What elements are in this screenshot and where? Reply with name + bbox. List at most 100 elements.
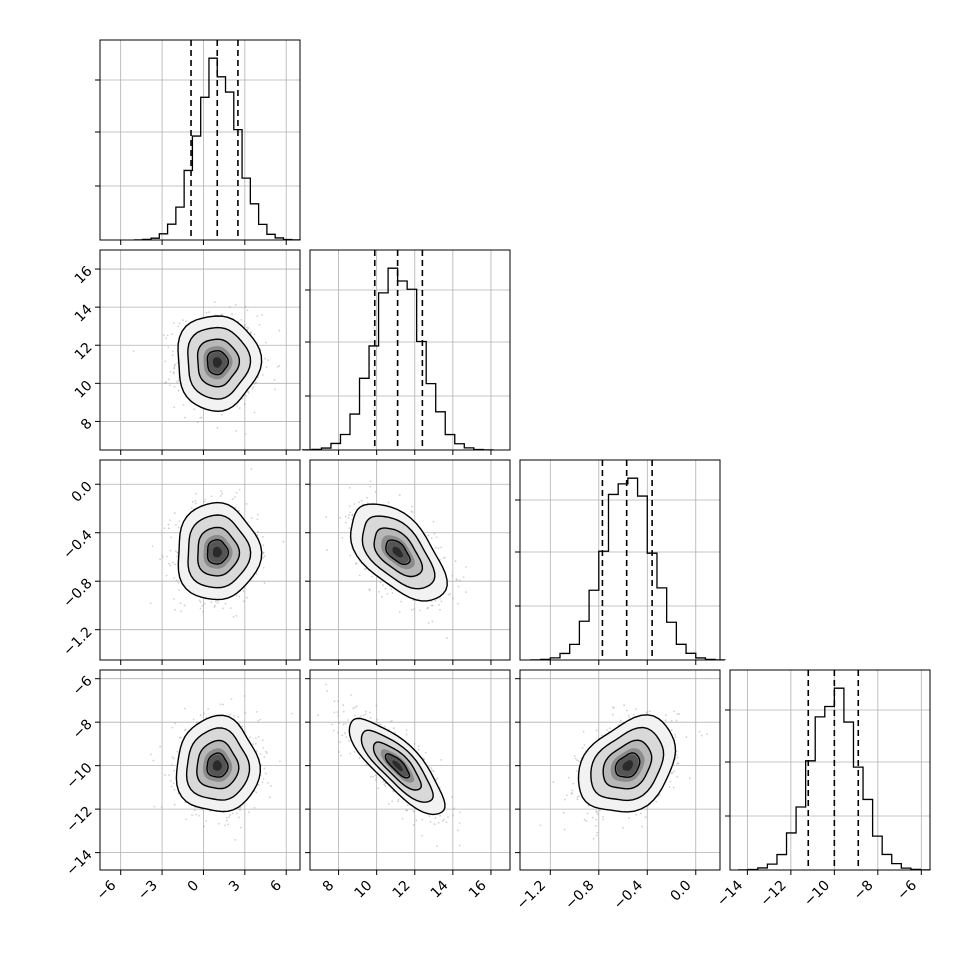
sample-point [217, 822, 220, 825]
sample-point [339, 517, 341, 519]
sample-point [203, 825, 206, 828]
sample-point [174, 563, 176, 566]
sample-point [676, 762, 679, 765]
panel-frame [99, 459, 301, 661]
sample-point [436, 777, 439, 780]
sample-point [348, 527, 351, 530]
contour-line-2 [361, 515, 436, 590]
sample-point [379, 581, 382, 584]
density-panel-p3-p2: −1.2 −0.8 −0.4 0.0 [514, 669, 721, 913]
sample-point [351, 513, 354, 516]
sample-point [171, 756, 174, 759]
sample-point [199, 607, 202, 610]
sample-point [639, 812, 642, 815]
sample-point [445, 821, 448, 824]
sample-point [364, 710, 367, 713]
sample-point [244, 432, 247, 435]
sample-point [251, 388, 254, 390]
sample-point [644, 816, 647, 819]
sample-point [374, 774, 377, 777]
sample-point [671, 771, 673, 774]
sample-point [465, 565, 467, 568]
sample-point [175, 523, 177, 526]
sample-point [346, 719, 349, 721]
sample-point [458, 844, 461, 847]
sample-point [570, 792, 573, 795]
sample-point [243, 695, 246, 697]
sample-point [174, 722, 177, 725]
sample-point [405, 733, 408, 736]
sample-point [417, 745, 420, 747]
sample-point [348, 740, 350, 742]
sample-point [379, 723, 382, 726]
sample-point [165, 337, 168, 340]
sample-point [263, 756, 266, 758]
sample-point [213, 606, 216, 608]
sample-point [273, 378, 276, 381]
sample-point [149, 602, 152, 605]
sample-point [368, 711, 371, 714]
sample-point [173, 371, 175, 374]
sample-point [688, 777, 691, 780]
sample-point [253, 411, 256, 414]
sample-point [601, 734, 603, 737]
sample-point [245, 394, 248, 397]
sample-point [185, 818, 188, 821]
sample-point [337, 731, 339, 734]
sample-point [384, 587, 387, 590]
sample-point [387, 501, 390, 504]
sample-point [224, 824, 227, 827]
sample-point [201, 604, 204, 607]
sample-point [398, 494, 401, 496]
sample-point [325, 683, 327, 686]
panel-frame [309, 669, 511, 871]
ytick-label: −8 [70, 717, 96, 743]
sample-point [257, 783, 260, 786]
sample-point [381, 596, 383, 598]
sample-point [263, 582, 266, 584]
sample-point [355, 563, 358, 565]
sample-point [262, 552, 265, 555]
sample-point [432, 520, 435, 523]
ytick-label: −6 [70, 673, 96, 699]
sample-point [270, 784, 272, 787]
sample-point [434, 599, 437, 602]
sample-point [167, 378, 170, 381]
sample-point [250, 331, 252, 334]
sample-point [348, 513, 350, 516]
sample-point [433, 823, 436, 826]
xtick-label: −3 [135, 878, 161, 904]
sample-point [441, 820, 444, 822]
sample-point [440, 759, 442, 761]
sample-point [392, 727, 395, 729]
sample-point [260, 314, 263, 317]
sample-point [340, 754, 342, 757]
sample-point [451, 814, 454, 817]
sample-point [207, 707, 210, 710]
sample-point [171, 354, 174, 357]
sample-point [397, 800, 400, 803]
sample-point [670, 719, 673, 722]
sample-point [442, 818, 445, 821]
sample-point [611, 706, 614, 709]
sample-point [173, 406, 176, 409]
sample-point [265, 366, 268, 368]
sample-point [389, 720, 392, 723]
sample-point [241, 397, 244, 400]
sample-point [365, 763, 368, 766]
sample-point [171, 764, 173, 766]
sample-point [265, 752, 268, 755]
xtick-label: 6 [267, 877, 285, 895]
sample-point [256, 513, 259, 516]
sample-point [664, 714, 667, 717]
sample-point [575, 770, 578, 772]
ytick-label: 0.0 [69, 479, 96, 506]
sample-point [676, 712, 679, 715]
sample-point [255, 381, 257, 384]
sample-point [539, 824, 542, 827]
sample-point [262, 535, 264, 538]
sample-point [435, 536, 438, 539]
sample-point [194, 492, 197, 495]
sample-point [377, 787, 380, 790]
sample-point [274, 388, 276, 391]
